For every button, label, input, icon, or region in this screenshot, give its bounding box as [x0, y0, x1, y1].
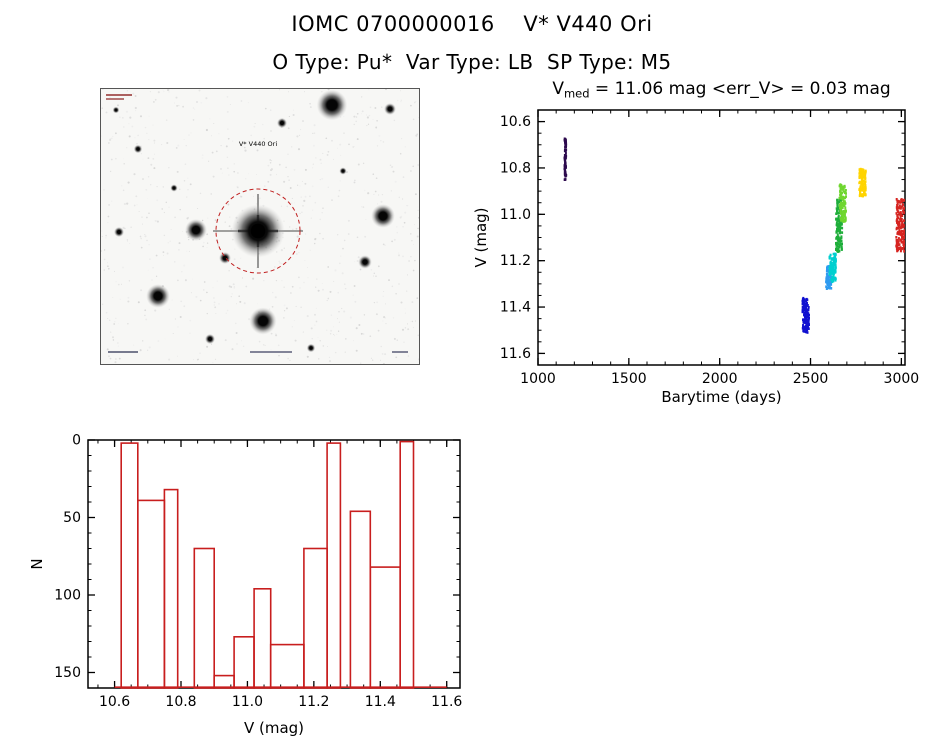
histogram-bar [369, 566, 401, 689]
svg-text:10.6: 10.6 [99, 694, 130, 710]
finder-chart-image: V* V440 Ori [100, 88, 420, 365]
cluster-epoch-8 [895, 198, 905, 253]
field-stars [112, 89, 396, 353]
page-subtitle: O Type: Pu* Var Type: LB SP Type: M5 [272, 50, 672, 74]
axis-tick-labels: 10.6 10.8 11.0 11.2 11.4 11.6 0 50 100 150 [54, 433, 462, 711]
svg-text:100: 100 [54, 588, 81, 604]
histogram-bar [233, 636, 255, 689]
svg-text:0: 0 [72, 433, 81, 449]
svg-text:11.6: 11.6 [500, 346, 531, 362]
x-axis-label: Barytime (days) [661, 388, 781, 406]
svg-text:50: 50 [63, 510, 81, 526]
svg-text:11.4: 11.4 [365, 694, 396, 710]
cluster-epoch-1 [563, 137, 568, 181]
histogram-bar [303, 547, 328, 689]
svg-text:3000: 3000 [884, 371, 920, 387]
x-axis-label: V (mag) [244, 719, 304, 737]
corner-annotations [106, 94, 408, 353]
magnitude-histogram-plot: 10.6 10.8 11.0 11.2 11.4 11.6 0 50 100 150 V (mag)… [28, 433, 462, 738]
cluster-epoch-5 [835, 198, 844, 253]
axis-tick-labels: 1000 1500 2000 2500 3000 10.6 10.8 11.0 11.2 11.4… [500, 114, 919, 387]
svg-text:11.2: 11.2 [500, 253, 531, 269]
histogram-bar [163, 488, 179, 689]
svg-text:11.4: 11.4 [500, 300, 531, 316]
y-axis-label: N [28, 558, 46, 569]
histogram-bar [269, 643, 305, 689]
target-marker-circle [215, 188, 301, 274]
cluster-epoch-7 [858, 167, 867, 198]
svg-text:10.8: 10.8 [165, 694, 196, 710]
lightcurve-plot: 1000 1500 2000 2500 3000 10.6 10.8 11.0 11.2 11.4… [472, 80, 919, 406]
svg-text:11.6: 11.6 [431, 694, 462, 710]
plot-frame [537, 109, 906, 366]
svg-text:10.8: 10.8 [500, 160, 531, 176]
page-title: IOMC 0700000016 V* V440 Ori [291, 12, 653, 36]
svg-text:11.2: 11.2 [298, 694, 329, 710]
histogram-bar [253, 588, 272, 689]
lightcurve-title: Vmed = 11.06 mag <err_V> = 0.03 mag [552, 80, 890, 101]
target-star [213, 194, 303, 268]
cluster-epoch-6 [838, 183, 847, 223]
svg-text:11.0: 11.0 [232, 694, 263, 710]
svg-text:10.6: 10.6 [500, 114, 531, 130]
svg-text:11.0: 11.0 [500, 207, 531, 223]
cluster-epoch-4 [828, 252, 837, 284]
histogram-bar [399, 440, 415, 689]
histogram-bar [349, 510, 372, 689]
y-axis-label: V (mag) [472, 207, 490, 267]
svg-text:1000: 1000 [520, 371, 556, 387]
histogram-bar [120, 442, 139, 689]
histogram-bar [137, 499, 166, 689]
svg-text:150: 150 [54, 665, 81, 681]
finder-target-label: V* V440 Ori [239, 140, 277, 148]
svg-text:2500: 2500 [793, 371, 829, 387]
axis-ticks [88, 439, 460, 689]
cluster-epoch-2 [801, 296, 810, 334]
svg-text:1500: 1500 [611, 371, 647, 387]
histogram-bars [114, 440, 447, 689]
plot-frame [87, 439, 461, 689]
axis-ticks [537, 109, 905, 366]
scatter-points [563, 137, 905, 334]
finder-frame [100, 88, 420, 365]
svg-text:2000: 2000 [702, 371, 738, 387]
histogram-bar [193, 547, 216, 689]
histogram-bar [326, 442, 342, 689]
